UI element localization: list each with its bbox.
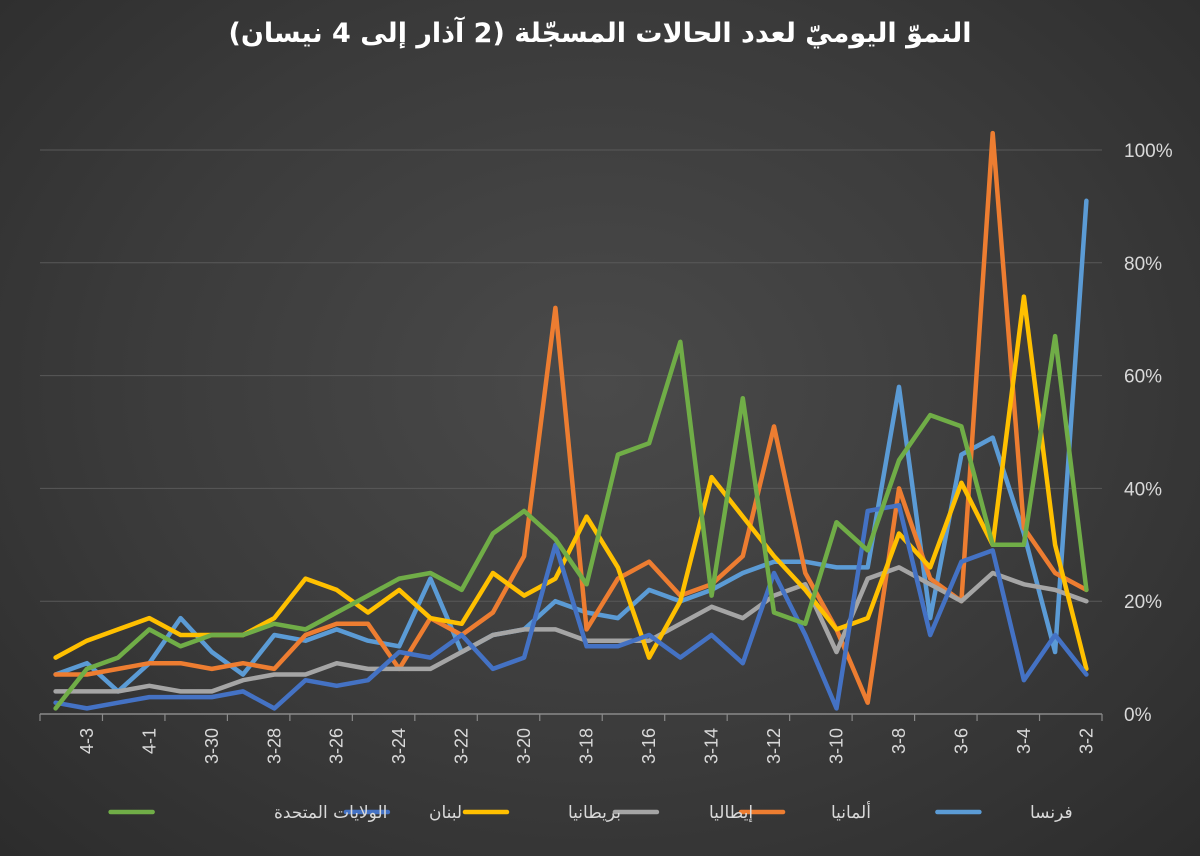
x-tick-label: 3-26 bbox=[327, 728, 347, 764]
x-tick-label: 3-2 bbox=[1076, 728, 1096, 754]
gridlines bbox=[40, 149, 1102, 715]
x-tick-label: 3-12 bbox=[764, 728, 784, 764]
legend-label-1: ألمانيا bbox=[831, 801, 871, 823]
legend: فرنسا ألمانيا إيطاليا بريطانيا لبنان الولايات… bbox=[108, 801, 1073, 823]
x-tick-label: 3-24 bbox=[389, 728, 409, 764]
y-tick-label: 40% bbox=[1124, 479, 1162, 500]
y-tick-label: 80% bbox=[1124, 254, 1162, 275]
legend-label-5: الولايات المتحدة bbox=[274, 803, 387, 823]
x-tick-label: 4-3 bbox=[77, 728, 97, 754]
y-tick-label: 100% bbox=[1124, 141, 1173, 162]
x-tick-label: 3-4 bbox=[1014, 728, 1034, 754]
x-axis-ticks: 3-2 3-4 3-6 3-8 3-10 3-12 3-14 3-16 3-18 3-20 3-22… bbox=[39, 714, 1103, 764]
x-tick-label: 3-14 bbox=[702, 728, 722, 764]
x-tick-label: 3-6 bbox=[951, 728, 971, 754]
x-tick-label: 3-16 bbox=[639, 728, 659, 764]
series-lines bbox=[53, 130, 1089, 711]
series-line-0 bbox=[53, 198, 1089, 694]
x-tick-label: 4-1 bbox=[139, 728, 159, 754]
y-axis-ticks: 0% 20% 40% 60% 80% 100% bbox=[1124, 141, 1173, 726]
x-tick-label: 3-18 bbox=[577, 728, 597, 764]
y-tick-label: 0% bbox=[1124, 705, 1152, 726]
x-tick-label: 3-20 bbox=[514, 728, 534, 764]
y-tick-label: 60% bbox=[1124, 367, 1162, 388]
legend-label-2: إيطاليا bbox=[709, 803, 753, 823]
x-tick-label: 3-22 bbox=[452, 728, 472, 764]
series-line-4 bbox=[53, 503, 1089, 711]
legend-label-0: فرنسا bbox=[1030, 803, 1073, 823]
x-tick-label: 3-30 bbox=[202, 728, 222, 764]
legend-label-3: بريطانيا bbox=[568, 803, 621, 823]
x-tick-label: 3-28 bbox=[264, 728, 284, 764]
legend-label-4: لبنان bbox=[429, 803, 462, 823]
series-line-5 bbox=[53, 333, 1089, 711]
series-line-1 bbox=[53, 130, 1089, 705]
y-tick-label: 20% bbox=[1124, 592, 1162, 613]
chart-title: النموّ اليوميّ لعدد الحالات المسجّلة (2 … bbox=[228, 18, 972, 49]
x-tick-label: 3-8 bbox=[889, 728, 909, 754]
x-tick-label: 3-10 bbox=[827, 728, 847, 764]
